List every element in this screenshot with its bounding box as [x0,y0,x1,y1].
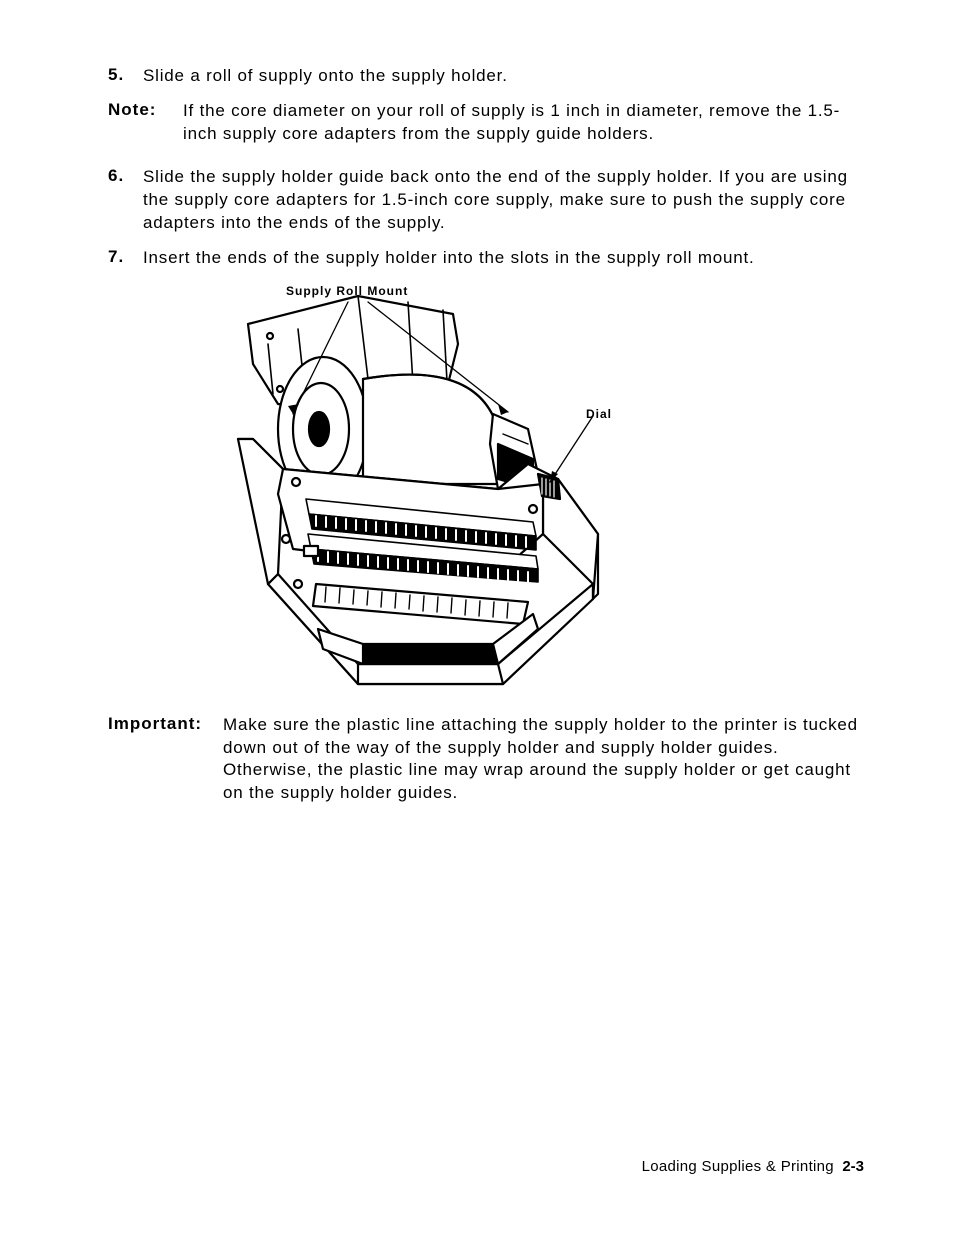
callout-supply-roll-mount: Supply Roll Mount [286,284,408,298]
step-text: Slide the supply holder guide back onto … [143,166,864,235]
step-7: 7. Insert the ends of the supply holder … [108,247,864,270]
step-number: 5. [108,65,143,88]
important-text: Make sure the plastic line attaching the… [223,714,864,806]
step-number: 7. [108,247,143,270]
note-block: Note: If the core diameter on your roll … [108,100,864,146]
step-text: Insert the ends of the supply holder int… [143,247,864,270]
note-label: Note: [108,100,183,146]
step-6: 6. Slide the supply holder guide back on… [108,166,864,235]
step-text: Slide a roll of supply onto the supply h… [143,65,864,88]
page-footer: Loading Supplies & Printing 2-3 [642,1158,864,1175]
footer-section-title: Loading Supplies & Printing [642,1158,834,1175]
figure-container: Supply Roll Mount Dial [108,284,864,694]
step-5: 5. Slide a roll of supply onto the suppl… [108,65,864,88]
callout-dial: Dial [586,407,612,421]
step-number: 6. [108,166,143,235]
note-text: If the core diameter on your roll of sup… [183,100,864,146]
important-label: Important: [108,714,223,806]
printer-illustration-icon [198,284,638,694]
important-block: Important: Make sure the plastic line at… [108,714,864,806]
printer-diagram: Supply Roll Mount Dial [198,284,638,694]
document-page: 5. Slide a roll of supply onto the suppl… [0,0,954,1235]
footer-page-number: 2-3 [842,1158,864,1175]
